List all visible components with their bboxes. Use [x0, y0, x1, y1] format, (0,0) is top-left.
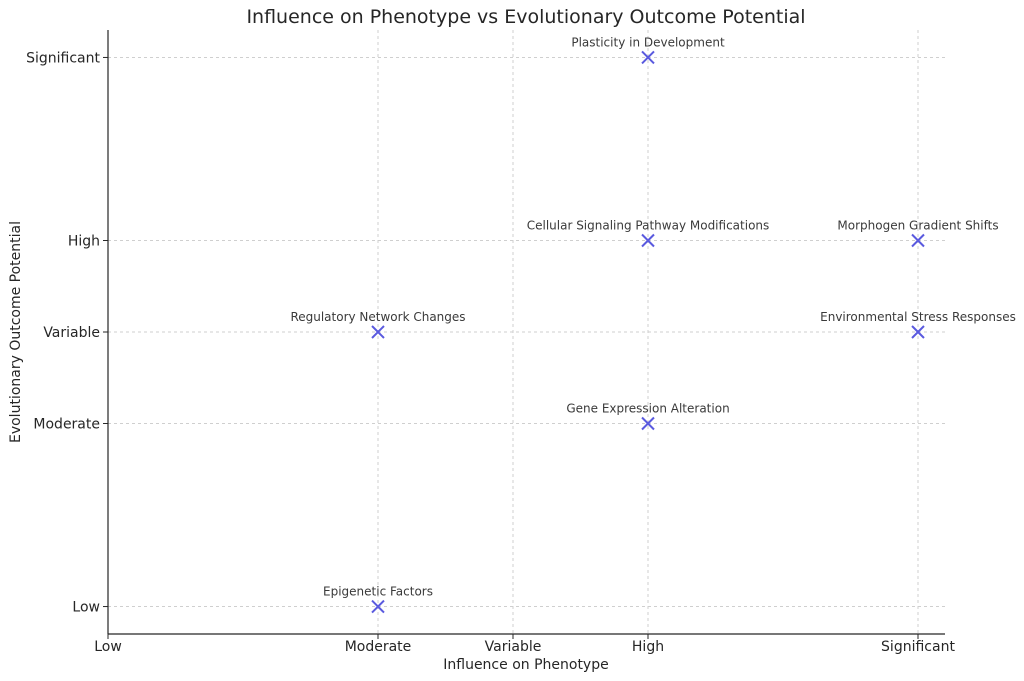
chart-title: Influence on Phenotype vs Evolutionary O… [246, 6, 805, 28]
point-label: Epigenetic Factors [323, 585, 433, 599]
x-marker [641, 416, 655, 431]
point-label: Morphogen Gradient Shifts [837, 218, 998, 232]
x-tick-label: Low [94, 639, 122, 655]
x-tick-label: Significant [881, 639, 955, 655]
x-marker [371, 325, 385, 339]
y-tick-label: Significant [26, 50, 100, 66]
x-tick-label: High [632, 639, 664, 655]
point-label: Environmental Stress Responses [820, 310, 1016, 324]
point-label: Cellular Signaling Pathway Modifications [527, 218, 770, 232]
y-tick-label: Low [72, 600, 100, 616]
x-tick-label: Variable [485, 639, 542, 655]
x-marker [911, 325, 925, 339]
data-point: Epigenetic Factors [323, 585, 433, 614]
data-point: Morphogen Gradient Shifts [837, 218, 999, 248]
data-point: Cellular Signaling Pathway Modifications [527, 218, 770, 248]
x-tick-label: Moderate [345, 639, 412, 655]
x-marker [641, 50, 655, 65]
y-axis-label: Evolutionary Outcome Potential [8, 221, 24, 443]
grid [107, 30, 945, 634]
x-marker [641, 233, 655, 248]
y-tick-label: Variable [43, 325, 100, 341]
y-ticks: Low Moderate Variable High Significant [26, 50, 108, 616]
data-point: Regulatory Network Changes [290, 310, 466, 339]
axes [107, 30, 945, 635]
y-tick-label: High [68, 233, 100, 249]
x-axis-label: Influence on Phenotype [443, 657, 608, 673]
x-marker [371, 599, 385, 614]
data-point: Plasticity in Development [571, 35, 725, 65]
point-label: Regulatory Network Changes [290, 310, 465, 324]
point-label: Gene Expression Alteration [566, 402, 729, 416]
point-label: Plasticity in Development [571, 35, 725, 49]
x-ticks: Low Moderate Variable High Significant [94, 634, 955, 655]
x-marker [911, 233, 925, 248]
data-point: Gene Expression Alteration [566, 402, 730, 431]
data-points: Plasticity in Development Cellular Signal… [290, 35, 1016, 614]
y-tick-label: Moderate [33, 417, 100, 433]
data-point: Environmental Stress Responses [820, 310, 1016, 339]
